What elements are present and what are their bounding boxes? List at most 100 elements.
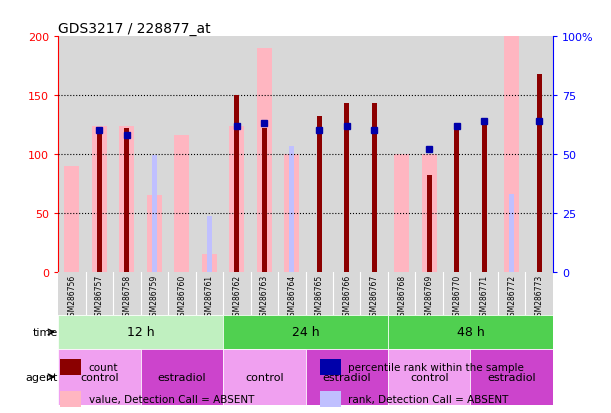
- Bar: [196, 37, 223, 272]
- Bar: [147, 196, 162, 272]
- Bar: [168, 272, 196, 315]
- Bar: [64, 166, 79, 272]
- Bar: [306, 272, 333, 315]
- Bar: [333, 272, 360, 315]
- Bar: [257, 49, 272, 272]
- Bar: [306, 37, 333, 272]
- Bar: [284, 154, 299, 272]
- Bar: [388, 349, 470, 405]
- Bar: [498, 272, 525, 315]
- Text: value, Detection Call = ABSENT: value, Detection Call = ABSENT: [89, 394, 254, 404]
- Bar: [536, 75, 542, 272]
- Bar: [394, 154, 409, 272]
- Bar: [388, 272, 415, 315]
- Text: 12 h: 12 h: [126, 326, 155, 339]
- Text: estradiol: estradiol: [488, 372, 536, 382]
- Bar: [278, 272, 306, 315]
- Text: GSM286770: GSM286770: [452, 274, 461, 320]
- Text: GSM286758: GSM286758: [122, 274, 131, 320]
- Bar: [371, 104, 377, 272]
- Bar: [360, 37, 388, 272]
- Bar: [470, 272, 498, 315]
- Bar: [422, 154, 437, 272]
- Bar: [470, 37, 498, 272]
- Bar: [152, 156, 157, 272]
- Text: control: control: [245, 372, 284, 382]
- Text: GSM286768: GSM286768: [397, 274, 406, 320]
- Text: rank, Detection Call = ABSENT: rank, Detection Call = ABSENT: [348, 394, 509, 404]
- Text: 48 h: 48 h: [456, 326, 485, 339]
- Bar: [278, 37, 306, 272]
- Text: GSM286759: GSM286759: [150, 274, 159, 320]
- Text: control: control: [80, 372, 119, 382]
- Bar: [229, 126, 244, 272]
- Bar: [415, 37, 443, 272]
- Bar: [306, 349, 388, 405]
- Bar: [60, 391, 81, 407]
- Bar: [86, 272, 113, 315]
- Bar: [525, 37, 553, 272]
- Bar: [207, 217, 212, 272]
- Bar: [97, 131, 102, 272]
- Text: GSM286756: GSM286756: [67, 274, 76, 320]
- Bar: [443, 37, 470, 272]
- Bar: [60, 359, 81, 375]
- Bar: [124, 129, 130, 272]
- Text: 24 h: 24 h: [291, 326, 320, 339]
- Bar: [174, 136, 189, 272]
- Bar: [58, 315, 223, 349]
- Bar: [141, 37, 168, 272]
- Bar: [202, 254, 217, 272]
- Bar: [498, 37, 525, 272]
- Bar: [262, 129, 267, 272]
- Bar: [223, 272, 251, 315]
- Bar: [320, 359, 341, 375]
- Bar: [92, 126, 107, 272]
- Bar: [113, 272, 141, 315]
- Text: GSM286766: GSM286766: [342, 274, 351, 320]
- Text: GSM286761: GSM286761: [205, 274, 214, 320]
- Bar: [196, 272, 223, 315]
- Text: GSM286769: GSM286769: [425, 274, 434, 320]
- Text: percentile rank within the sample: percentile rank within the sample: [348, 362, 524, 372]
- Text: GSM286757: GSM286757: [95, 274, 104, 320]
- Bar: [426, 176, 432, 272]
- Bar: [58, 349, 141, 405]
- Text: estradiol: estradiol: [158, 372, 206, 382]
- Bar: [443, 272, 470, 315]
- Bar: [333, 37, 360, 272]
- Bar: [388, 315, 553, 349]
- Text: GSM286765: GSM286765: [315, 274, 324, 320]
- Bar: [481, 119, 487, 272]
- Text: agent: agent: [26, 372, 58, 382]
- Bar: [454, 126, 459, 272]
- Text: control: control: [410, 372, 448, 382]
- Bar: [525, 272, 553, 315]
- Bar: [504, 37, 519, 272]
- Bar: [58, 37, 86, 272]
- Bar: [320, 391, 341, 407]
- Bar: [113, 37, 141, 272]
- Bar: [415, 272, 443, 315]
- Text: GSM286767: GSM286767: [370, 274, 379, 320]
- Bar: [119, 126, 134, 272]
- Text: GSM286771: GSM286771: [480, 274, 489, 320]
- Bar: [223, 315, 388, 349]
- Text: count: count: [89, 362, 119, 372]
- Bar: [251, 37, 278, 272]
- Text: GDS3217 / 228877_at: GDS3217 / 228877_at: [58, 22, 211, 36]
- Bar: [58, 272, 86, 315]
- Bar: [509, 195, 514, 272]
- Text: GSM286764: GSM286764: [287, 274, 296, 320]
- Bar: [388, 37, 415, 272]
- Text: GSM286762: GSM286762: [232, 274, 241, 320]
- Bar: [360, 272, 388, 315]
- Bar: [223, 349, 306, 405]
- Bar: [141, 272, 168, 315]
- Text: estradiol: estradiol: [323, 372, 371, 382]
- Text: time: time: [33, 327, 58, 337]
- Text: GSM286772: GSM286772: [507, 274, 516, 320]
- Bar: [344, 104, 349, 272]
- Text: GSM286760: GSM286760: [177, 274, 186, 320]
- Bar: [86, 37, 113, 272]
